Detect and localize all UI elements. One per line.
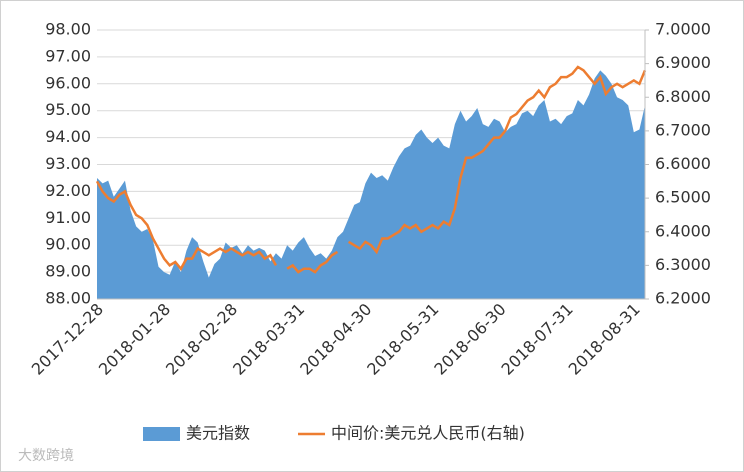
y2-tick-label: 6.6000	[655, 154, 711, 173]
y2-tick-label: 6.9000	[655, 53, 711, 72]
watermark: 大数跨境	[18, 448, 74, 464]
y2-tick-label: 7.0000	[655, 20, 711, 39]
y-tick-label: 93.00	[45, 154, 91, 173]
y-tick-label: 88.00	[45, 289, 91, 308]
legend-label: 中间价:美元兑人民币(右轴)	[331, 424, 525, 443]
area	[97, 70, 645, 299]
legend-label: 美元指数	[186, 424, 250, 443]
y-tick-label: 95.00	[45, 100, 91, 119]
y-tick-label: 98.00	[45, 20, 91, 39]
y-tick-label: 90.00	[45, 235, 91, 254]
y2-tick-label: 6.7000	[655, 120, 711, 139]
y-tick-label: 97.00	[45, 46, 91, 65]
legend-swatch	[143, 427, 180, 441]
line	[95, 65, 647, 274]
y2-tick-label: 6.4000	[655, 221, 711, 240]
y-tick-label: 92.00	[45, 181, 91, 200]
y2-tick-label: 6.8000	[655, 87, 711, 106]
y2-tick-label: 6.5000	[655, 188, 711, 207]
y-tick-label: 91.00	[45, 208, 91, 227]
y-tick-label: 94.00	[45, 127, 91, 146]
y-tick-label: 89.00	[45, 262, 91, 281]
y2-tick-label: 6.3000	[655, 255, 711, 274]
y2-tick-label: 6.2000	[655, 289, 711, 308]
y-tick-label: 96.00	[45, 73, 91, 92]
